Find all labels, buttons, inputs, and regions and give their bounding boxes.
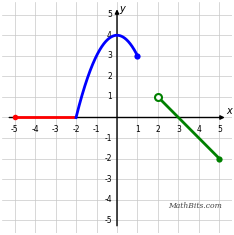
Text: 1: 1 [135, 125, 140, 134]
Text: 2: 2 [107, 72, 112, 81]
Text: -3: -3 [104, 175, 112, 184]
Text: -1: -1 [104, 133, 112, 143]
Text: 2: 2 [156, 125, 160, 134]
Text: 1: 1 [107, 92, 112, 102]
Text: 5: 5 [217, 125, 222, 134]
Text: x: x [227, 106, 233, 116]
Text: -2: -2 [104, 154, 112, 163]
Text: 3: 3 [176, 125, 181, 134]
Text: -5: -5 [11, 125, 18, 134]
Text: 4: 4 [197, 125, 201, 134]
Text: -5: -5 [104, 216, 112, 225]
Text: -1: -1 [93, 125, 100, 134]
Text: 3: 3 [107, 51, 112, 60]
Text: -4: -4 [31, 125, 39, 134]
Text: -3: -3 [52, 125, 59, 134]
Text: MathBits.com: MathBits.com [168, 202, 222, 210]
Text: 4: 4 [107, 31, 112, 40]
Text: -2: -2 [72, 125, 80, 134]
Text: y: y [119, 4, 125, 14]
Text: 5: 5 [107, 10, 112, 19]
Text: -4: -4 [104, 195, 112, 204]
